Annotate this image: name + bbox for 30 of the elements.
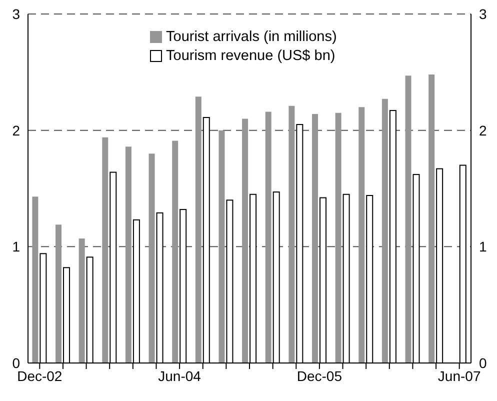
- y2-tick-label: 2: [479, 122, 487, 138]
- bar: [102, 137, 108, 363]
- bar: [405, 76, 412, 363]
- bar: [382, 98, 388, 363]
- bar: [56, 224, 62, 363]
- bar: [265, 112, 272, 363]
- x-tick-label: Jun-04: [158, 368, 202, 384]
- bar: [335, 112, 342, 363]
- bar: [78, 238, 85, 363]
- legend-label: Tourist arrivals (in millions): [166, 28, 337, 47]
- y-tick-label: 2: [12, 122, 20, 138]
- y2-tick-label: 0: [479, 354, 487, 371]
- y-tick-label: 1: [12, 238, 20, 255]
- y-tick-label: 3: [12, 6, 20, 22]
- bar: [288, 106, 295, 363]
- bar: [172, 140, 178, 363]
- bar: [242, 118, 248, 363]
- bar: [148, 154, 155, 363]
- bar: [32, 196, 38, 363]
- bar: [312, 114, 318, 363]
- y2-tick-label: 1: [479, 238, 487, 255]
- x-tick-label: Dec-05: [296, 368, 342, 384]
- bar: [195, 96, 202, 363]
- y2-tick-label: 3: [479, 6, 487, 22]
- bar: [218, 130, 225, 363]
- bar: [428, 74, 435, 363]
- legend-label: Tourism revenue (US$ bn): [166, 47, 336, 66]
- x-tick-label: Jun-07: [438, 368, 481, 384]
- bar: [125, 146, 132, 363]
- bar: [358, 107, 365, 363]
